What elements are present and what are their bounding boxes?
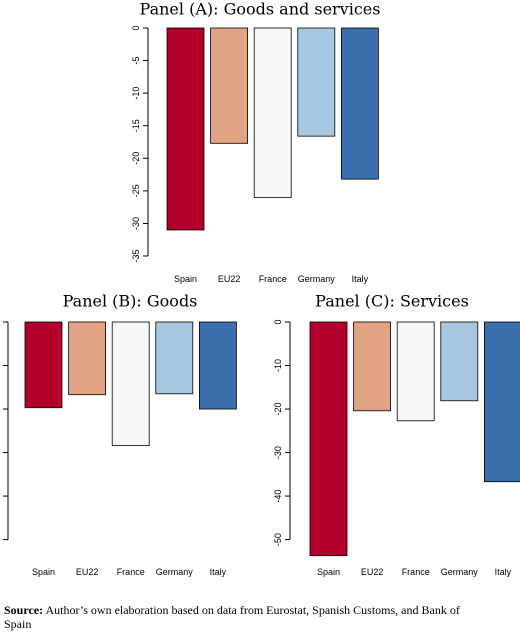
- bar: [396, 321, 435, 422]
- y-tick-label: -30: [0, 446, 1, 459]
- x-tick-label: EU22: [361, 567, 384, 577]
- x-tick-label: Spain: [317, 567, 340, 577]
- x-tick-label: France: [402, 567, 430, 577]
- x-tick-label: EU22: [76, 567, 99, 577]
- bar: [155, 321, 194, 395]
- y-tick-label: 0: [0, 319, 1, 324]
- source-note: Source: Author’s own elaboration based o…: [4, 603, 460, 617]
- bar: [166, 27, 205, 231]
- y-tick-label: -15: [131, 119, 141, 132]
- y-tick-label: -50: [0, 533, 1, 546]
- y-tick-label: -10: [0, 359, 1, 372]
- x-tick-label: Italy: [495, 567, 512, 577]
- bar: [24, 321, 63, 409]
- y-tick-label: -30: [131, 217, 141, 230]
- source-text: Author’s own elaboration based on data f…: [45, 603, 459, 617]
- x-tick-label: Italy: [352, 274, 369, 284]
- x-tick-label: Germany: [298, 274, 336, 284]
- bar: [340, 27, 379, 180]
- source-label: Source:: [4, 603, 43, 617]
- bar: [68, 321, 106, 396]
- y-tick-label: -5: [131, 57, 141, 65]
- x-tick-label: France: [259, 274, 287, 284]
- bar: [353, 321, 392, 412]
- x-tick-label: Germany: [156, 567, 194, 577]
- chart-title: Panel (C): Services: [315, 292, 469, 311]
- bar: [210, 27, 249, 144]
- y-tick-label: -10: [273, 359, 283, 372]
- y-tick-label: -10: [131, 87, 141, 100]
- bar: [440, 321, 479, 402]
- y-tick-label: 0: [273, 319, 283, 324]
- y-tick-label: -25: [131, 184, 141, 197]
- bar: [198, 321, 237, 410]
- bar: [253, 27, 292, 198]
- x-tick-label: France: [117, 567, 145, 577]
- x-tick-label: Spain: [174, 274, 197, 284]
- x-tick-label: EU22: [218, 274, 241, 284]
- x-tick-label: Germany: [441, 567, 479, 577]
- bar: [309, 321, 348, 557]
- y-tick-label: 0: [131, 25, 141, 30]
- y-tick-label: -20: [273, 403, 283, 416]
- x-tick-label: Spain: [32, 567, 55, 577]
- y-tick-label: -20: [0, 403, 1, 416]
- chart-title: Panel (B): Goods: [63, 292, 198, 311]
- y-tick-label: -40: [0, 490, 1, 503]
- y-tick-label: -40: [273, 490, 283, 503]
- y-tick-label: -30: [273, 446, 283, 459]
- y-tick-label: -50: [273, 533, 283, 546]
- y-tick-label: -35: [131, 249, 141, 262]
- bar: [111, 321, 150, 446]
- chart-title: Panel (A): Goods and services: [140, 0, 381, 19]
- bar: [483, 321, 520, 483]
- x-tick-label: Italy: [210, 567, 227, 577]
- source-text: Spain: [4, 617, 31, 631]
- y-tick-label: -20: [131, 152, 141, 165]
- bar: [297, 27, 336, 137]
